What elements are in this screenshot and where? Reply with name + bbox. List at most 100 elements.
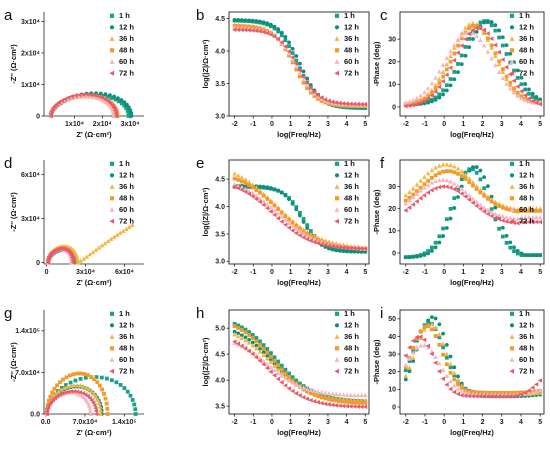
data-point [537, 215, 543, 220]
data-point [504, 394, 509, 399]
data-point [406, 345, 412, 350]
data-point [75, 257, 80, 263]
data-point [522, 390, 528, 395]
data-point [341, 392, 346, 397]
data-point [471, 183, 475, 188]
data-point [316, 394, 320, 399]
data-point [515, 84, 520, 89]
data-point [305, 76, 310, 81]
legend-label: 12 h [119, 171, 134, 180]
data-point [493, 28, 498, 33]
axes-e [226, 159, 370, 267]
data-point [463, 30, 468, 36]
data-point [72, 389, 77, 394]
data-point [297, 383, 303, 389]
legend-c: 1 h 12 h 36 h 48 h 60 h 72 h [509, 11, 534, 78]
data-point [433, 165, 438, 170]
data-point [426, 179, 431, 183]
data-point [279, 373, 285, 378]
data-point [73, 93, 78, 98]
data-point [286, 386, 291, 391]
data-point [448, 361, 453, 367]
data-point [257, 349, 263, 354]
data-point [448, 179, 453, 184]
data-point [58, 387, 64, 392]
data-point [322, 401, 328, 407]
data-point [345, 249, 350, 254]
x-tick-label: -2 [403, 419, 409, 426]
data-point [425, 182, 431, 187]
data-point [530, 215, 535, 220]
data-point [297, 233, 302, 238]
data-point [250, 18, 255, 23]
data-point [515, 93, 521, 98]
data-point [474, 25, 479, 31]
data-point [493, 205, 498, 210]
data-point [298, 210, 302, 215]
legend-label: 1 h [344, 309, 355, 318]
data-point [478, 20, 483, 25]
data-point [348, 245, 353, 251]
data-point [242, 27, 248, 33]
data-point [130, 222, 135, 228]
data-point [534, 388, 539, 394]
y-tick-label: 6x10⁴ [21, 172, 41, 179]
data-point [410, 102, 416, 108]
data-point [481, 394, 487, 399]
y-tick-label: 1.4x10⁵ [15, 328, 40, 335]
data-point [418, 195, 423, 201]
data-point [478, 37, 483, 42]
data-point [348, 392, 354, 397]
legend-marker [109, 161, 115, 166]
data-point [110, 96, 114, 101]
data-point [455, 386, 461, 391]
data-point [83, 93, 89, 98]
data-point [294, 54, 299, 58]
data-point [478, 177, 483, 182]
data-point [444, 61, 450, 67]
legend-marker [109, 59, 115, 64]
data-point [477, 394, 483, 399]
data-point [451, 58, 457, 63]
y-tick-label: 4.5 [215, 352, 225, 359]
data-point [125, 389, 130, 394]
data-point [279, 210, 284, 215]
data-point [504, 76, 509, 82]
data-point [326, 243, 331, 249]
legend-label: 12 h [119, 321, 134, 330]
data-point [504, 64, 509, 70]
data-point [403, 192, 409, 198]
y-axis-label: -Phase (deg) [372, 189, 381, 235]
x-axis-label: log(Freq/Hz) [450, 278, 494, 287]
x-tick-label: -1 [250, 419, 256, 426]
data-point [429, 80, 435, 86]
data-point [287, 40, 291, 45]
data-point [239, 343, 244, 349]
data-point [77, 92, 82, 98]
data-point [114, 380, 119, 385]
data-point [315, 399, 320, 405]
data-point [117, 230, 123, 235]
data-point [448, 365, 453, 370]
data-point [268, 209, 273, 214]
axes-f [397, 159, 545, 267]
panel-letter: b [196, 7, 204, 24]
data-point [272, 24, 277, 29]
plot-frame [399, 309, 545, 415]
data-point [301, 394, 306, 400]
data-point [403, 198, 408, 203]
data-point [268, 369, 273, 375]
data-point [407, 359, 412, 364]
data-point [264, 365, 270, 371]
series-72h [232, 339, 368, 410]
x-tick-label: 5 [538, 121, 542, 128]
data-point [99, 243, 105, 248]
data-point [283, 375, 288, 381]
x-tick-label: 3 [500, 121, 504, 128]
data-point [294, 207, 299, 212]
x-tick-label: 3 [326, 419, 330, 426]
data-point [232, 184, 237, 190]
legend-label: 72 h [119, 217, 134, 226]
data-point [489, 36, 494, 41]
data-point [448, 162, 453, 167]
